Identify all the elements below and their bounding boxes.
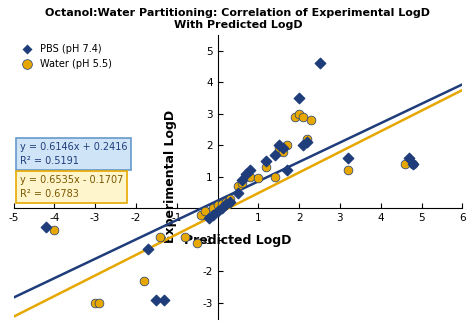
PBS (pH 7.4) <box>234 190 242 195</box>
Water (pH 5.5) <box>401 162 409 167</box>
PBS (pH 7.4) <box>238 177 246 182</box>
Water (pH 5.5) <box>303 136 311 142</box>
PBS (pH 7.4) <box>344 155 352 161</box>
Y-axis label: Experimental LogD: Experimental LogD <box>164 110 177 243</box>
PBS (pH 7.4) <box>263 158 270 164</box>
Water (pH 5.5) <box>95 300 103 305</box>
Water (pH 5.5) <box>238 181 246 186</box>
PBS (pH 7.4) <box>42 225 50 230</box>
PBS (pH 7.4) <box>303 140 311 145</box>
PBS (pH 7.4) <box>275 143 283 148</box>
PBS (pH 7.4) <box>210 212 217 217</box>
PBS (pH 7.4) <box>279 146 287 151</box>
Water (pH 5.5) <box>271 174 278 180</box>
Water (pH 5.5) <box>218 201 226 206</box>
PBS (pH 7.4) <box>222 201 229 206</box>
Water (pH 5.5) <box>234 184 242 189</box>
Water (pH 5.5) <box>51 228 58 233</box>
PBS (pH 7.4) <box>153 297 160 302</box>
PBS (pH 7.4) <box>218 206 226 211</box>
Water (pH 5.5) <box>226 196 234 201</box>
Water (pH 5.5) <box>283 143 291 148</box>
Water (pH 5.5) <box>222 199 229 205</box>
Water (pH 5.5) <box>263 165 270 170</box>
PBS (pH 7.4) <box>246 168 254 173</box>
Water (pH 5.5) <box>300 114 307 119</box>
Water (pH 5.5) <box>275 146 283 151</box>
Text: y = 0.6146x + 0.2416
R² = 0.5191: y = 0.6146x + 0.2416 R² = 0.5191 <box>19 142 127 166</box>
Water (pH 5.5) <box>291 114 299 119</box>
Water (pH 5.5) <box>91 300 99 305</box>
PBS (pH 7.4) <box>271 152 278 157</box>
Water (pH 5.5) <box>410 162 417 167</box>
PBS (pH 7.4) <box>214 209 221 214</box>
Water (pH 5.5) <box>140 278 148 284</box>
PBS (pH 7.4) <box>300 143 307 148</box>
Water (pH 5.5) <box>201 209 209 214</box>
PBS (pH 7.4) <box>226 199 234 205</box>
Water (pH 5.5) <box>198 212 205 217</box>
PBS (pH 7.4) <box>206 215 213 220</box>
Text: y = 0.6535x - 0.1707
R² = 0.6783: y = 0.6535x - 0.1707 R² = 0.6783 <box>19 175 123 199</box>
Legend: PBS (pH 7.4), Water (pH 5.5): PBS (pH 7.4), Water (pH 5.5) <box>14 41 116 73</box>
PBS (pH 7.4) <box>145 247 152 252</box>
PBS (pH 7.4) <box>283 168 291 173</box>
Water (pH 5.5) <box>344 168 352 173</box>
Title: Octanol:Water Partitioning: Correlation of Experimental LogD
With Predicted LogD: Octanol:Water Partitioning: Correlation … <box>46 8 430 30</box>
PBS (pH 7.4) <box>316 60 323 66</box>
Water (pH 5.5) <box>156 234 164 239</box>
Water (pH 5.5) <box>214 202 221 208</box>
Water (pH 5.5) <box>255 176 262 181</box>
PBS (pH 7.4) <box>406 155 413 161</box>
Water (pH 5.5) <box>193 240 201 246</box>
Water (pH 5.5) <box>279 149 287 154</box>
Water (pH 5.5) <box>210 206 217 211</box>
PBS (pH 7.4) <box>161 297 168 302</box>
PBS (pH 7.4) <box>410 162 417 167</box>
PBS (pH 7.4) <box>242 171 250 176</box>
X-axis label: Predicted LogD: Predicted LogD <box>184 234 292 247</box>
Water (pH 5.5) <box>308 117 315 123</box>
Water (pH 5.5) <box>246 174 254 180</box>
Water (pH 5.5) <box>181 234 189 239</box>
Water (pH 5.5) <box>295 111 303 116</box>
PBS (pH 7.4) <box>295 95 303 101</box>
